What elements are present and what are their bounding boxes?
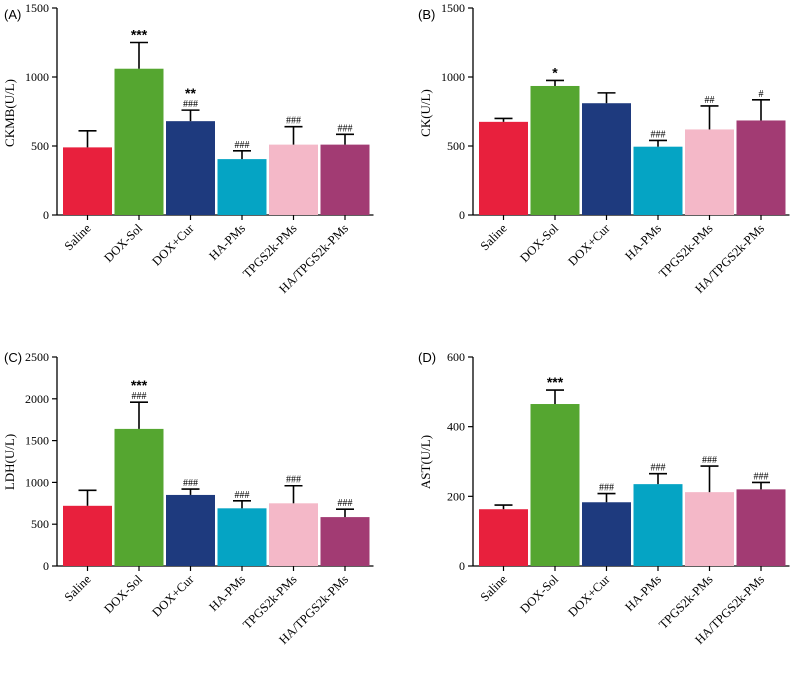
category-label: Saline <box>62 572 94 604</box>
category-label: DOX-Sol <box>517 572 561 616</box>
y-tick-label: 1500 <box>25 434 49 448</box>
bar-5 <box>269 503 318 566</box>
y-tick-label: 1500 <box>441 1 465 15</box>
hash-mark-5: ### <box>702 455 717 466</box>
hash-mark-6: ### <box>754 471 769 482</box>
bar-4 <box>633 146 683 215</box>
y-tick-label: 500 <box>447 139 465 153</box>
hash-mark-6: ### <box>338 123 353 134</box>
hash-mark-4: ### <box>651 463 666 474</box>
y-tick-label: 200 <box>447 489 465 503</box>
category-label: HA-PMs <box>206 221 248 263</box>
bar-5 <box>685 129 734 215</box>
star-mark-2: *** <box>131 377 148 393</box>
bar-1 <box>63 147 112 215</box>
star-mark-2: *** <box>547 374 564 390</box>
bar-1 <box>479 509 528 566</box>
bar-6 <box>320 144 370 215</box>
star-mark-3: ** <box>185 85 196 101</box>
panel-label: (A) <box>4 7 21 22</box>
category-label: HA-PMs <box>622 221 664 263</box>
hash-mark-4: ### <box>235 490 250 501</box>
chart-panel-2: (B) CK(U/L) 0 500 1000 1500 Saline * DOX-Sol DOX+… <box>418 1 790 296</box>
hash-mark-2: ### <box>132 391 147 402</box>
category-label: Saline <box>62 221 94 253</box>
y-tick-label: 500 <box>31 139 49 153</box>
y-tick-label: 600 <box>447 350 465 364</box>
chart-panel-4: (D) AST(U/L) 0 200 400 600 Saline *** DOX-Sol ###… <box>418 350 790 647</box>
star-mark-2: * <box>552 64 558 80</box>
bar-2 <box>114 68 164 215</box>
category-label: DOX+Cur <box>565 572 613 620</box>
panel-label: (D) <box>418 350 436 365</box>
category-label: DOX-Sol <box>101 572 145 616</box>
y-axis-label: AST(U/L) <box>418 435 433 489</box>
hash-mark-3: ### <box>599 483 614 494</box>
y-tick-label: 500 <box>31 517 49 531</box>
category-label: DOX+Cur <box>149 221 197 269</box>
bar-4 <box>217 159 267 215</box>
bar-2 <box>530 85 580 215</box>
y-tick-label: 1000 <box>25 475 49 489</box>
y-tick-label: 1000 <box>441 70 465 84</box>
y-tick-label: 2000 <box>25 392 49 406</box>
y-axis-label: LDH(U/L) <box>2 434 17 490</box>
bar-1 <box>479 121 528 215</box>
y-tick-label: 1000 <box>25 70 49 84</box>
hash-mark-5: ### <box>286 116 301 127</box>
panel-label: (B) <box>418 7 435 22</box>
bar-6 <box>736 120 786 215</box>
bar-3 <box>166 121 215 215</box>
bar-4 <box>217 508 267 566</box>
star-mark-2: *** <box>131 27 148 43</box>
bar-4 <box>633 484 683 566</box>
category-label: DOX+Cur <box>565 221 613 269</box>
bar-1 <box>63 505 112 566</box>
hash-mark-6: ### <box>338 498 353 509</box>
bar-2 <box>530 404 580 566</box>
y-tick-label: 400 <box>447 420 465 434</box>
hash-mark-4: ### <box>235 140 250 151</box>
category-label: HA-PMs <box>622 572 664 614</box>
category-label: Saline <box>478 572 510 604</box>
category-label: HA-PMs <box>206 572 248 614</box>
hash-mark-4: ### <box>651 129 666 140</box>
chart-panel-3: (C) LDH(U/L) 0 500 1000 1500 2000 2500 Saline ###… <box>2 350 374 647</box>
y-tick-label: 1500 <box>25 1 49 15</box>
chart-panel-1: (A) CKMB(U/L) 0 500 1000 1500 Saline *** DOX-Sol… <box>2 1 374 296</box>
y-axis-label: CKMB(U/L) <box>2 79 17 147</box>
y-tick-label: 0 <box>459 559 465 573</box>
y-tick-label: 2500 <box>25 350 49 364</box>
y-tick-label: 0 <box>43 559 49 573</box>
bar-5 <box>269 144 318 215</box>
bar-6 <box>320 517 370 566</box>
hash-mark-6: # <box>759 89 764 100</box>
bar-2 <box>114 428 164 566</box>
bar-3 <box>582 502 631 566</box>
category-label: DOX-Sol <box>517 221 561 265</box>
bar-3 <box>166 494 215 566</box>
y-tick-label: 0 <box>459 208 465 222</box>
hash-mark-3: ### <box>183 478 198 489</box>
panel-label: (C) <box>4 350 22 365</box>
y-tick-label: 0 <box>43 208 49 222</box>
category-label: Saline <box>478 221 510 253</box>
category-label: DOX-Sol <box>101 221 145 265</box>
category-label: DOX+Cur <box>149 572 197 620</box>
y-axis-label: CK(U/L) <box>418 89 433 137</box>
bar-6 <box>736 489 786 566</box>
bar-3 <box>582 103 631 215</box>
hash-mark-5: ## <box>705 95 715 106</box>
hash-mark-5: ### <box>286 475 301 486</box>
hash-mark-3: ### <box>183 99 198 110</box>
bar-5 <box>685 492 734 566</box>
